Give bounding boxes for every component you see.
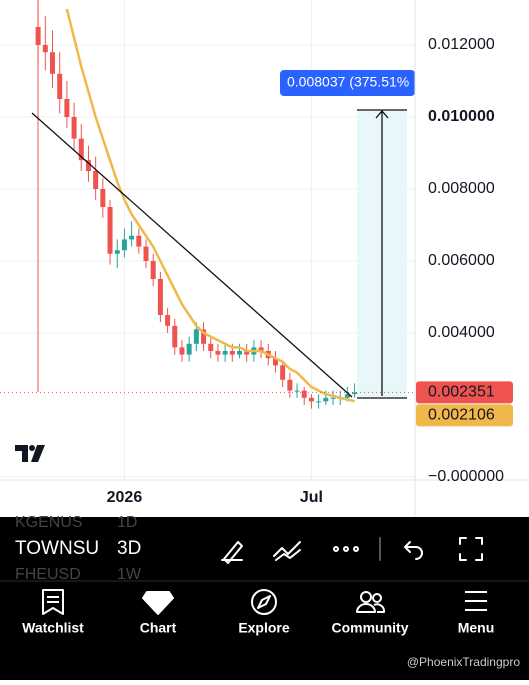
candle-body	[323, 397, 329, 402]
nav-watchlist[interactable]: Watchlist	[22, 620, 84, 636]
y-tick-label: 0.012000	[428, 36, 495, 53]
candle-body	[344, 394, 350, 398]
candle-body	[316, 401, 322, 403]
candle-body	[129, 235, 135, 240]
candle-body	[287, 379, 293, 391]
candle-body	[107, 207, 113, 254]
candle-body	[237, 351, 243, 355]
y-tick-label: 0.006000	[428, 252, 495, 269]
nav-chart[interactable]: Chart	[140, 620, 177, 636]
candle-body	[143, 246, 149, 261]
lines-tool[interactable]	[273, 541, 301, 561]
candle-body	[150, 261, 156, 279]
more-button[interactable]	[333, 546, 359, 552]
candle-body	[50, 52, 56, 74]
symbol[interactable]: TOWNSU	[15, 538, 99, 559]
y-tick-label: 0.008000	[428, 180, 495, 197]
candle-body	[121, 239, 127, 251]
candle-body	[352, 392, 358, 395]
candle-body	[330, 397, 336, 399]
symbol-next[interactable]: FHEUSD	[15, 566, 81, 583]
price-tag-label: 0.002351	[428, 384, 495, 401]
nav-explore[interactable]: Explore	[238, 620, 290, 636]
candle-body	[294, 390, 300, 392]
menu-icon[interactable]	[465, 591, 487, 611]
candle-body	[165, 315, 171, 326]
x-tick-label: Jul	[300, 489, 323, 506]
candle-body	[114, 250, 120, 254]
candle-body	[229, 351, 235, 355]
candle-body	[258, 347, 264, 351]
candle-body	[215, 351, 221, 355]
candle-body	[193, 329, 199, 344]
candle-body	[78, 138, 84, 161]
interval[interactable]: 3D	[117, 538, 141, 559]
interval-next[interactable]: 1W	[117, 566, 142, 583]
candle-body	[280, 365, 286, 380]
x-tick-label: 2026	[107, 489, 143, 506]
candle-body	[71, 117, 77, 139]
candle-body	[201, 329, 207, 344]
y-tick-label: 0.004000	[428, 324, 495, 341]
candle-body	[35, 27, 41, 45]
candle-body	[64, 99, 70, 117]
candle-body	[100, 189, 106, 207]
interval-prev[interactable]: 1D	[117, 514, 137, 531]
draw-tool[interactable]	[221, 541, 243, 564]
candle-body	[57, 73, 63, 99]
candle-body	[244, 351, 250, 355]
nav-community[interactable]: Community	[332, 620, 409, 636]
price-tag-label: 0.002106	[428, 407, 495, 424]
candle-body	[222, 351, 228, 355]
y-tick-label: 0.010000	[428, 108, 495, 125]
candle-body	[179, 347, 185, 355]
candle-body	[272, 358, 278, 366]
candle-body	[301, 390, 307, 398]
candle-body	[85, 160, 91, 171]
measure-label: 0.008037 (375.51%	[287, 74, 409, 90]
candle-body	[136, 235, 142, 247]
watermark: @PhoenixTradingpro	[407, 655, 520, 669]
price-tag	[416, 381, 513, 404]
price-tag	[416, 404, 513, 427]
fullscreen-button[interactable]	[459, 537, 483, 561]
candle-body	[93, 171, 99, 189]
candle-body	[42, 45, 48, 53]
candle-body	[172, 325, 178, 348]
y-tick-label: −0.000000	[428, 468, 504, 485]
trend-line	[31, 112, 353, 398]
candle-body	[208, 343, 214, 351]
candle-body	[157, 279, 163, 315]
community-icon[interactable]	[356, 591, 386, 613]
chart-icon[interactable]	[142, 591, 174, 615]
tv-logo	[15, 445, 45, 462]
candle-body	[186, 343, 192, 355]
explore-icon[interactable]	[251, 589, 277, 615]
measure-arrow-head	[375, 110, 389, 119]
undo-button[interactable]	[404, 541, 423, 560]
symbol-prev[interactable]: KGENUS	[15, 514, 83, 531]
measure-label-box	[280, 70, 415, 96]
nav-menu[interactable]: Menu	[458, 620, 495, 636]
candle-body	[308, 397, 314, 402]
moving-average	[65, 8, 355, 403]
watchlist-icon[interactable]	[42, 589, 64, 615]
